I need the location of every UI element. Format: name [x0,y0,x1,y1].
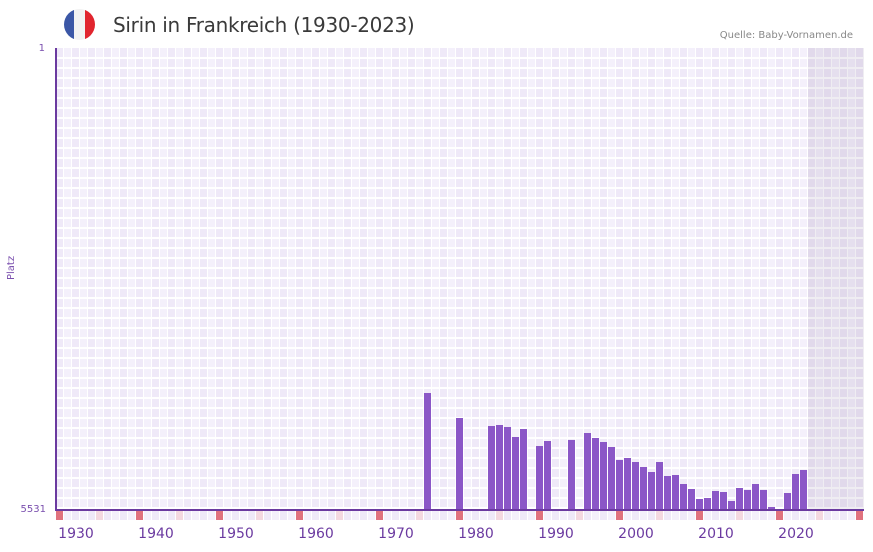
year-marker-2008 [696,511,703,520]
year-marker-2013 [736,511,743,520]
bar-2002[interactable] [648,472,655,510]
bar-1986[interactable] [520,429,527,510]
grid [56,48,864,510]
year-marker-1933 [96,511,103,520]
x-tick-1930: 1930 [58,526,94,542]
bar-2019[interactable] [784,493,791,510]
x-tick-1990: 1990 [538,526,574,542]
bar-1998[interactable] [616,460,623,510]
bar-1985[interactable] [512,437,519,510]
year-marker-1928 [56,511,63,520]
year-marker-1938 [136,511,143,520]
source-credit: Quelle: Baby-Vornamen.de [719,30,853,41]
bar-2003[interactable] [656,462,663,510]
bar-1978[interactable] [456,418,463,510]
bar-2013[interactable] [736,488,743,510]
bar-2017[interactable] [768,506,775,510]
y-axis-label: Platz [6,255,17,280]
bar-2020[interactable] [792,474,799,510]
year-marker-2023 [816,511,823,520]
x-tick-2010: 2010 [698,526,734,542]
bar-1988[interactable] [536,446,543,510]
bar-1992[interactable] [568,440,575,510]
bar-2005[interactable] [672,475,679,510]
bar-1997[interactable] [608,447,615,510]
year-marker-1973 [416,511,423,520]
year-marker-1978 [456,511,463,520]
bar-2021[interactable] [800,470,807,510]
future-shaded-region [808,48,864,510]
x-tick-1980: 1980 [458,526,494,542]
bar-2010[interactable] [712,491,719,510]
year-marker-1988 [536,511,543,520]
y-tick-top: 1 [38,43,45,54]
bar-2007[interactable] [688,489,695,510]
year-marker-1968 [376,511,383,520]
bar-1994[interactable] [584,433,591,510]
bar-2015[interactable] [752,484,759,510]
bar-2006[interactable] [680,484,687,510]
bar-2016[interactable] [760,490,767,510]
year-marker-2028 [856,511,863,520]
bar-1983[interactable] [496,425,503,510]
year-marker-1943 [176,511,183,520]
x-tick-2020: 2020 [778,526,814,542]
bar-1984[interactable] [504,427,511,510]
x-tick-1950: 1950 [218,526,254,542]
bar-2011[interactable] [720,492,727,510]
bar-1995[interactable] [592,438,599,510]
bar-2004[interactable] [664,476,671,510]
bar-1982[interactable] [488,426,495,510]
year-marker-1963 [336,511,343,520]
bar-1996[interactable] [600,442,607,510]
bar-2014[interactable] [744,490,751,510]
france-flag-icon [64,9,95,40]
year-marker-1948 [216,511,223,520]
year-marker-1993 [576,511,583,520]
bar-2000[interactable] [632,462,639,510]
bar-2008[interactable] [696,499,703,510]
year-marker-1983 [496,511,503,520]
year-marker-1958 [296,511,303,520]
year-marker-1998 [616,511,623,520]
plot-area [56,48,864,510]
bar-2012[interactable] [728,501,735,510]
year-marker-2018 [776,511,783,520]
bar-1974[interactable] [424,393,431,510]
bar-1999[interactable] [624,458,631,510]
bar-2001[interactable] [640,467,647,510]
x-tick-1970: 1970 [378,526,414,542]
year-marker-2003 [656,511,663,520]
bar-2009[interactable] [704,498,711,510]
x-tick-1940: 1940 [138,526,174,542]
x-tick-2000: 2000 [618,526,654,542]
y-tick-bottom: 5531 [20,504,46,515]
x-tick-1960: 1960 [298,526,334,542]
x-axis [55,509,864,511]
y-axis [55,48,57,511]
bar-1989[interactable] [544,441,551,510]
chart-title: Sirin in Frankreich (1930-2023) [113,13,415,37]
year-marker-1953 [256,511,263,520]
